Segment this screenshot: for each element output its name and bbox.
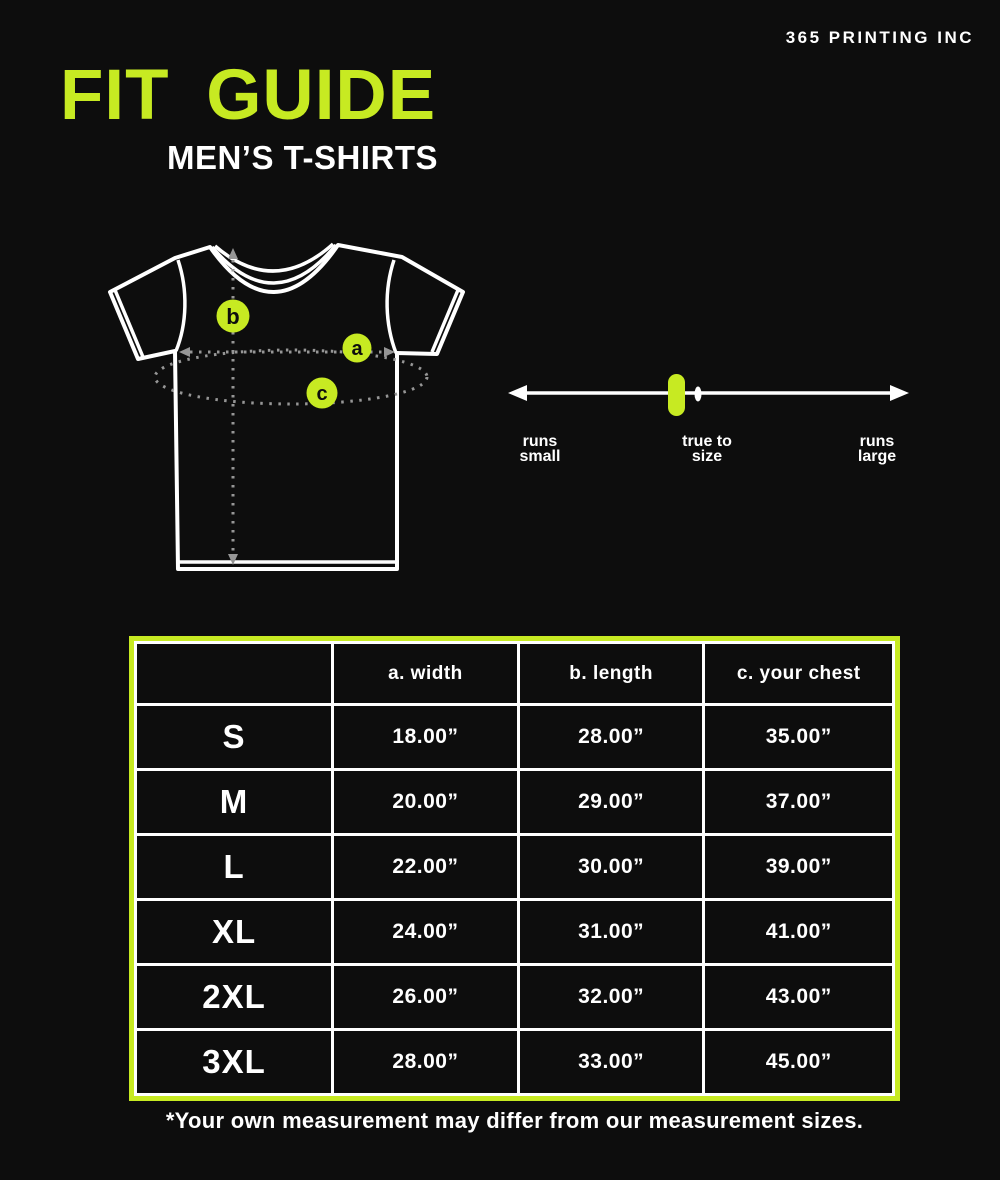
length-cell: 33.00” <box>516 1028 706 1096</box>
size-table: a. width b. length c. your chest S 18.00… <box>133 641 895 1096</box>
table-header-row: a. width b. length c. your chest <box>133 641 895 706</box>
scale-label-line: size <box>691 448 723 465</box>
table-row: XL 24.00” 31.00” 41.00” <box>133 898 895 966</box>
chest-cell: 45.00” <box>702 1028 895 1096</box>
header-size-blank <box>133 641 335 706</box>
marker-c-label: c <box>316 383 327 405</box>
armhole-seam-right <box>385 259 398 354</box>
table-row: 2XL 26.00” 32.00” 43.00” <box>133 963 895 1031</box>
size-cell: 2XL <box>133 963 335 1031</box>
size-table-container: a. width b. length c. your chest S 18.00… <box>129 636 900 1101</box>
width-arrow-right <box>384 347 395 357</box>
page-subtitle: MEN’S T-SHIRTS <box>166 139 438 176</box>
length-cell: 29.00” <box>516 768 706 836</box>
size-cell: XL <box>133 898 335 966</box>
length-cell: 28.00” <box>516 703 706 771</box>
page-title: FIT GUIDE <box>60 56 437 135</box>
scale-arrowhead-right <box>890 385 909 401</box>
length-cell: 32.00” <box>516 963 706 1031</box>
header-width: a. width <box>331 641 520 706</box>
size-cell: 3XL <box>133 1028 335 1096</box>
scale-arrowhead-left <box>508 385 527 401</box>
length-arrow-top <box>228 248 238 259</box>
collar-band-inner <box>213 242 335 273</box>
scale-label-line: runs <box>859 433 895 450</box>
measurement-disclaimer: *Your own measurement may differ from ou… <box>165 1108 864 1133</box>
marker-c-circle <box>306 377 338 409</box>
scale-label-line: large <box>857 448 897 465</box>
scale-label-line: runs <box>522 433 558 450</box>
marker-b-circle <box>216 299 250 333</box>
fit-scale: runs small true to size runs large <box>490 340 950 480</box>
cuff-band-right <box>430 289 460 353</box>
chest-dotted-ellipse <box>153 348 429 406</box>
chest-cell: 43.00” <box>702 963 895 1031</box>
fit-scale-arrow <box>508 374 909 416</box>
brand-name: 365 PRINTING INC <box>785 28 974 47</box>
chest-cell: 41.00” <box>702 898 895 966</box>
marker-b-label: b <box>226 304 239 329</box>
scale-label-runs-small: runs small <box>485 433 595 465</box>
collar-band-middle <box>210 243 338 285</box>
header-chest: c. your chest <box>702 641 895 706</box>
scale-label-runs-large: runs large <box>822 433 932 465</box>
size-cell: M <box>133 768 335 836</box>
table-row: S 18.00” 28.00” 35.00” <box>133 703 895 771</box>
width-cell: 24.00” <box>331 898 520 966</box>
width-arrow-left <box>179 347 190 357</box>
size-cell: S <box>133 703 335 771</box>
cuff-band-left <box>113 289 145 358</box>
tshirt-outline <box>108 243 465 571</box>
width-cell: 28.00” <box>331 1028 520 1096</box>
width-cell: 20.00” <box>331 768 520 836</box>
length-cell: 31.00” <box>516 898 706 966</box>
armhole-seam-left <box>174 259 187 352</box>
tshirt-diagram: b a c <box>108 242 465 571</box>
marker-a-label: a <box>351 338 363 360</box>
header-length: b. length <box>516 641 706 706</box>
scale-marker-dot <box>694 386 702 402</box>
scale-label-line: true to <box>682 433 732 450</box>
width-cell: 26.00” <box>331 963 520 1031</box>
chest-cell: 35.00” <box>702 703 895 771</box>
marker-a-circle <box>342 333 372 363</box>
length-arrow-bottom <box>228 554 238 565</box>
table-row: M 20.00” 29.00” 37.00” <box>133 768 895 836</box>
width-cell: 18.00” <box>331 703 520 771</box>
chest-cell: 39.00” <box>702 833 895 901</box>
size-cell: L <box>133 833 335 901</box>
scale-marker-pill <box>668 374 685 416</box>
scale-label-true-to-size: true to size <box>652 433 762 465</box>
chest-cell: 37.00” <box>702 768 895 836</box>
length-cell: 30.00” <box>516 833 706 901</box>
scale-label-line: small <box>519 448 561 465</box>
width-cell: 22.00” <box>331 833 520 901</box>
table-row: L 22.00” 30.00” 39.00” <box>133 833 895 901</box>
table-row: 3XL 28.00” 33.00” 45.00” <box>133 1028 895 1096</box>
